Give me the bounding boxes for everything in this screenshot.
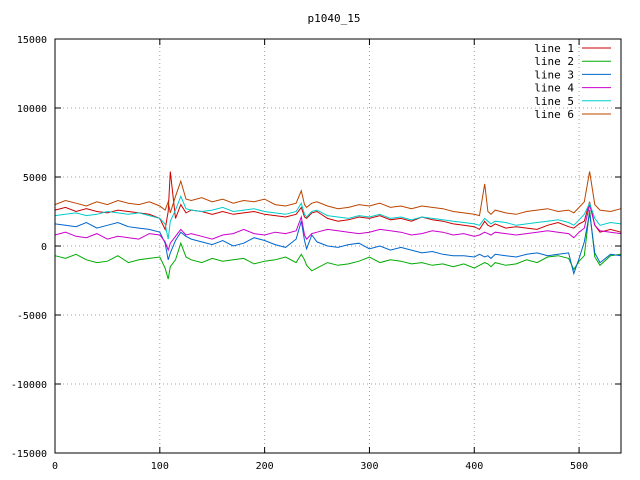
axis-ticks: -15000 -10000 -5000 0 5000 10000 15000 0 100 200 3… bbox=[11, 35, 621, 472]
legend-label: line 6 bbox=[534, 108, 574, 121]
series-line-line-4 bbox=[54, 204, 622, 252]
y-tick-label: 15000 bbox=[17, 35, 47, 46]
x-tick-label: 200 bbox=[256, 461, 274, 472]
x-tick-label: 100 bbox=[151, 461, 169, 472]
plot-frame bbox=[54, 38, 622, 454]
legend-label: line 5 bbox=[534, 95, 574, 108]
legend-label: line 1 bbox=[534, 42, 574, 55]
legend-label: line 3 bbox=[534, 68, 574, 81]
x-tick-label: 400 bbox=[465, 461, 483, 472]
chart-title: p1040_15 bbox=[308, 12, 361, 25]
series-line-line-2 bbox=[54, 210, 622, 280]
y-tick-label: -5000 bbox=[17, 311, 47, 322]
series-line-line-5 bbox=[54, 194, 622, 240]
y-tick-label: 5000 bbox=[23, 173, 47, 184]
y-tick-label: -10000 bbox=[11, 380, 47, 391]
series-line-line-6 bbox=[54, 171, 622, 217]
grid bbox=[55, 39, 621, 453]
x-tick-label: 500 bbox=[570, 461, 588, 472]
series-line-line-3 bbox=[54, 212, 622, 276]
y-tick-label: 0 bbox=[41, 242, 47, 253]
y-tick-label: -15000 bbox=[11, 449, 47, 460]
legend-label: line 4 bbox=[534, 82, 574, 95]
legend-label: line 2 bbox=[534, 55, 574, 68]
series-lines bbox=[54, 171, 622, 280]
x-tick-label: 300 bbox=[360, 461, 378, 472]
y-tick-label: 10000 bbox=[17, 104, 47, 115]
x-tick-label: 0 bbox=[52, 461, 58, 472]
